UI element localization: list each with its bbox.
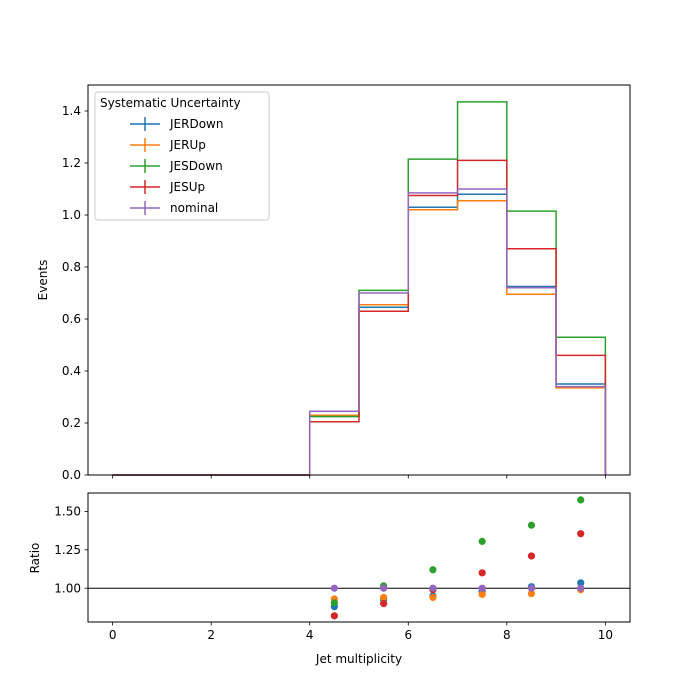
main-histogram-panel: 0.0 0.2 0.4 0.6 0.8 1.0 1.2 1.4 Events Systemat… — [36, 84, 631, 482]
main-y-tick-label: 0.2 — [62, 416, 81, 430]
main-y-tick-label: 0.8 — [62, 260, 81, 274]
ratio-point — [478, 569, 486, 577]
ratio-point — [429, 593, 437, 602]
legend-label: JERDown — [169, 117, 223, 131]
main-y-tick-label: 0.6 — [62, 312, 81, 326]
x-tick-label: 4 — [306, 628, 314, 642]
main-y-tick-label: 1.2 — [62, 156, 81, 170]
legend-entry-nominal: nominal — [130, 201, 218, 215]
x-tick-label: 6 — [404, 628, 412, 642]
ratio-point — [380, 584, 388, 592]
main-y-axis-label: Events — [36, 260, 50, 301]
ratio-point — [577, 584, 585, 592]
main-y-tick-label: 0.0 — [62, 468, 81, 482]
ratio-point — [429, 566, 437, 574]
main-y-ticks: 0.0 0.2 0.4 0.6 0.8 1.0 1.2 1.4 — [62, 104, 88, 482]
ratio-point — [429, 584, 437, 592]
ratio-point — [330, 599, 338, 607]
x-tick-label: 2 — [207, 628, 215, 642]
ratio-axes-frame — [87, 492, 631, 623]
ratio-point — [577, 530, 585, 538]
ratio-y-axis-label: Ratio — [28, 543, 42, 574]
main-y-tick-label: 1.0 — [62, 208, 81, 222]
legend-entry-jesdown: JESDown — [130, 159, 223, 173]
ratio-point — [577, 579, 585, 587]
legend-entries: JERDown JERUp JESDown JESUp nominal — [130, 117, 223, 215]
ratio-point — [478, 584, 486, 592]
legend-label: JESUp — [169, 180, 205, 194]
ratio-point — [380, 593, 388, 602]
legend-entry-jerdown: JERDown — [130, 117, 223, 131]
legend-entry-jerup: JERUp — [130, 138, 206, 152]
main-x-ticks — [112, 475, 606, 479]
ratio-y-tick-label: 1.25 — [54, 543, 81, 557]
ratio-x-ticks: 0 2 4 6 8 10 — [109, 622, 613, 642]
legend: Systematic Uncertainty JERDown JERUp JESDo… — [94, 91, 270, 221]
x-tick-label: 10 — [598, 628, 613, 642]
legend-title: Systematic Uncertainty — [100, 96, 241, 110]
ratio-point — [527, 584, 536, 592]
x-axis-label: Jet multiplicity — [315, 652, 402, 666]
legend-label: JESDown — [169, 159, 223, 173]
ratio-y-tick-label: 1.50 — [54, 505, 81, 519]
x-tick-label: 8 — [503, 628, 511, 642]
ratio-series-nominal — [330, 584, 585, 592]
ratio-point — [577, 496, 585, 504]
legend-entry-jesup: JESUp — [130, 180, 205, 194]
ratio-point — [478, 537, 486, 545]
legend-label: nominal — [170, 201, 218, 215]
ratio-y-ticks: 1.00 1.25 1.50 — [54, 505, 88, 595]
legend-label: JERUp — [169, 138, 206, 152]
ratio-point — [330, 584, 338, 592]
ratio-point — [527, 552, 536, 560]
ratio-points — [330, 496, 585, 620]
main-y-tick-label: 1.4 — [62, 104, 81, 118]
ratio-panel: 1.00 1.25 1.50 0 2 4 6 8 10 Ratio Jet multiplic… — [28, 492, 631, 666]
ratio-point — [380, 599, 388, 608]
ratio-point — [478, 590, 486, 598]
main-y-tick-label: 0.4 — [62, 364, 81, 378]
x-tick-label: 0 — [109, 628, 117, 642]
ratio-point — [330, 612, 338, 620]
ratio-point — [527, 521, 536, 529]
ratio-y-tick-label: 1.00 — [54, 581, 81, 595]
ratio-point — [527, 589, 536, 598]
main-axes-frame — [87, 84, 631, 476]
